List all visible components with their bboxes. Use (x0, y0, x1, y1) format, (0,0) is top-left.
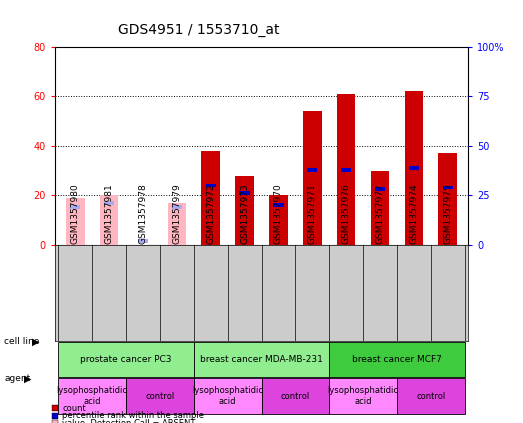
Bar (303, 111, 322, 245)
Bar (206, 184, 216, 187)
Bar (240, 192, 249, 195)
Bar (138, 239, 148, 243)
Text: control: control (281, 392, 310, 401)
Bar (337, 93, 356, 245)
Bar (126, 379, 194, 414)
Text: percentile rank within the sample: percentile rank within the sample (62, 411, 204, 420)
Bar (58, 379, 126, 414)
Bar (307, 168, 317, 172)
Text: lysophosphatidic
acid: lysophosphatidic acid (56, 386, 128, 406)
Text: control: control (145, 392, 175, 401)
Text: ▶: ▶ (24, 374, 31, 384)
Bar (375, 187, 385, 192)
Text: value, Detection Call = ABSENT: value, Detection Call = ABSENT (62, 419, 196, 423)
Bar (104, 201, 114, 205)
Bar (70, 205, 81, 209)
Bar (405, 91, 423, 245)
Bar (172, 205, 182, 209)
Bar (329, 379, 397, 414)
Bar (66, 198, 85, 245)
Bar (100, 195, 118, 245)
Text: agent: agent (4, 374, 30, 383)
Text: control: control (416, 392, 446, 401)
Bar (269, 195, 288, 245)
Bar (235, 176, 254, 245)
Bar (397, 379, 465, 414)
Bar (194, 341, 329, 377)
Bar (409, 166, 419, 170)
Bar (167, 203, 186, 245)
Bar (274, 203, 283, 207)
Text: prostate cancer PC3: prostate cancer PC3 (81, 355, 172, 364)
Text: lysophosphatidic
acid: lysophosphatidic acid (327, 386, 399, 406)
Text: count: count (62, 404, 86, 412)
Bar (341, 168, 351, 172)
Bar (371, 170, 389, 245)
Text: breast cancer MCF7: breast cancer MCF7 (352, 355, 442, 364)
Bar (58, 341, 194, 377)
Text: breast cancer MDA-MB-231: breast cancer MDA-MB-231 (200, 355, 323, 364)
Text: lysophosphatidic
acid: lysophosphatidic acid (192, 386, 263, 406)
Text: cell line: cell line (4, 337, 40, 346)
Bar (194, 379, 262, 414)
Text: GDS4951 / 1553710_at: GDS4951 / 1553710_at (118, 23, 279, 37)
Bar (201, 151, 220, 245)
Bar (438, 153, 457, 245)
Text: ▶: ▶ (32, 337, 40, 347)
Bar (262, 379, 329, 414)
Bar (329, 341, 465, 377)
Bar (442, 186, 453, 190)
